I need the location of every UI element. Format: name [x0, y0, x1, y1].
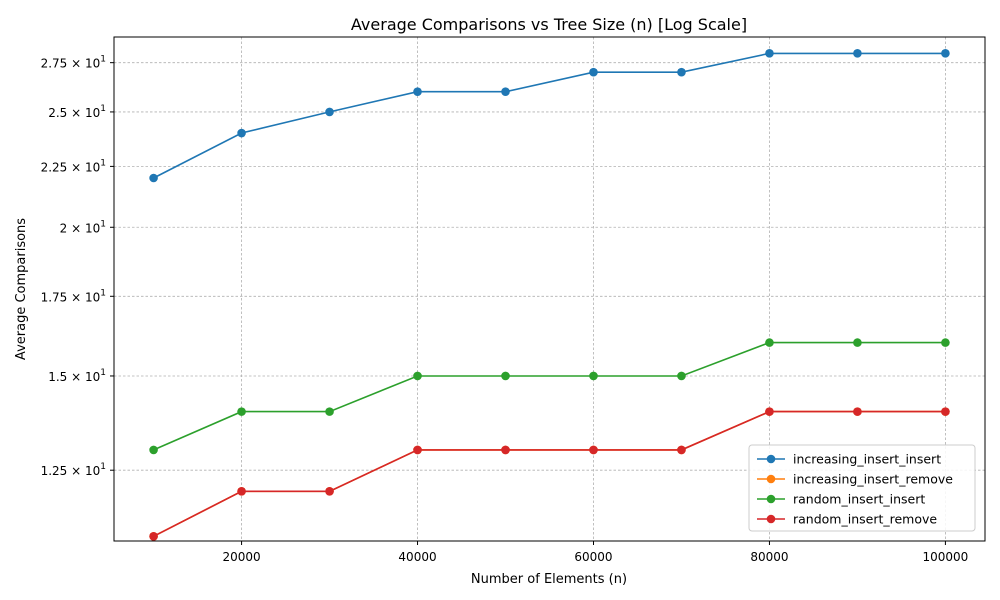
- data-point: [765, 49, 774, 58]
- data-point: [677, 371, 686, 381]
- data-point: [765, 407, 774, 416]
- data-point: [941, 338, 950, 347]
- y-tick-label: 2 × 101: [60, 219, 106, 235]
- data-point: [853, 49, 862, 58]
- data-point: [325, 107, 334, 117]
- data-point: [677, 445, 686, 455]
- legend-box: [748, 444, 976, 532]
- data-point: [677, 67, 686, 77]
- x-tick-label: 100000: [923, 550, 969, 564]
- data-point: [765, 338, 774, 347]
- y-tick-label: 1.25 × 101: [41, 462, 106, 478]
- legend-marker: [766, 454, 776, 464]
- y-axis-label: Average Comparisons: [14, 218, 29, 360]
- series-line: [153, 52, 946, 179]
- legend-marker: [766, 474, 776, 484]
- x-axis-label: Number of Elements (n): [471, 572, 627, 587]
- data-point: [325, 487, 334, 496]
- data-point: [149, 531, 158, 541]
- plot-area-frame: [113, 36, 986, 542]
- legend-label: increasing_insert_remove: [793, 472, 953, 487]
- data-point: [149, 173, 158, 183]
- data-point: [853, 338, 862, 347]
- data-point: [501, 87, 510, 96]
- legend-entry: increasing_insert_insert: [757, 452, 941, 467]
- series-increasing_insert_insert: [149, 49, 950, 183]
- data-point: [501, 445, 510, 455]
- y-tick-label: 1.75 × 101: [41, 288, 106, 304]
- data-point: [237, 407, 246, 416]
- legend-label: random_insert_insert: [793, 492, 925, 507]
- series-line: [153, 410, 946, 538]
- data-point: [941, 407, 950, 416]
- x-axis-ticks: 20000 40000 60000 80000 100000: [222, 541, 968, 564]
- data-point: [589, 371, 598, 381]
- y-tick-label: 2.75 × 101: [41, 55, 106, 71]
- legend-entry: random_insert_remove: [757, 512, 937, 527]
- legend-marker: [766, 514, 776, 524]
- y-tick-label: 2.25 × 101: [41, 158, 106, 174]
- data-point: [589, 67, 598, 77]
- legend: increasing_insert_insert increasing_inser…: [748, 444, 976, 532]
- data-point: [325, 407, 334, 416]
- legend-label: random_insert_remove: [793, 512, 937, 527]
- data-point: [941, 49, 950, 58]
- data-point: [413, 445, 422, 455]
- series-line: [153, 341, 946, 451]
- series-random_insert_remove: [149, 407, 950, 541]
- legend-marker: [766, 494, 776, 504]
- y-axis-ticks: 1.25 × 101 1.5 × 101 1.75 × 101 2 × 101 2.25…: [41, 55, 114, 478]
- chart-title: Average Comparisons vs Tree Size (n) [Lo…: [351, 15, 747, 34]
- legend-entry: random_insert_insert: [757, 492, 925, 507]
- data-point: [413, 371, 422, 381]
- data-point: [853, 407, 862, 416]
- data-point: [413, 87, 422, 96]
- x-tick-label: 20000: [222, 550, 260, 564]
- plot-series: [149, 49, 950, 541]
- data-point: [149, 445, 158, 455]
- data-point: [237, 487, 246, 496]
- series-random_insert_insert: [149, 338, 950, 455]
- legend-label: increasing_insert_insert: [793, 452, 941, 467]
- x-tick-label: 60000: [574, 550, 612, 564]
- x-tick-label: 40000: [398, 550, 436, 564]
- y-tick-label: 1.5 × 101: [48, 368, 106, 384]
- y-tick-label: 2.5 × 101: [48, 104, 106, 120]
- data-point: [501, 371, 510, 381]
- data-point: [237, 128, 246, 138]
- data-point: [589, 445, 598, 455]
- legend-entry: increasing_insert_remove: [757, 472, 953, 487]
- x-tick-label: 80000: [750, 550, 788, 564]
